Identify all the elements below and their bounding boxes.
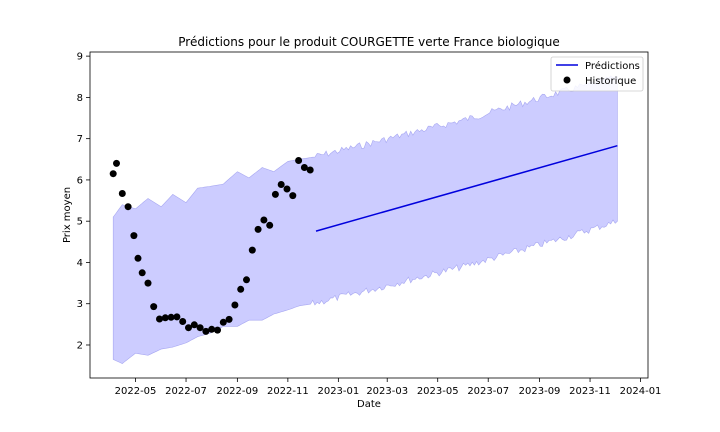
history-point xyxy=(173,313,181,321)
history-point xyxy=(283,185,291,193)
chart-title: Prédictions pour le produit COURGETTE ve… xyxy=(178,35,559,49)
plot-area xyxy=(109,75,618,364)
history-point xyxy=(219,318,227,326)
history-point xyxy=(277,181,285,188)
x-tick-label: 2022-11 xyxy=(267,386,309,397)
y-tick-label: 9 xyxy=(77,52,83,63)
history-point xyxy=(260,216,268,224)
y-tick-label: 6 xyxy=(77,175,83,186)
history-point xyxy=(179,318,187,325)
y-tick-label: 8 xyxy=(77,93,83,104)
x-tick-label: 2023-01 xyxy=(317,386,359,397)
history-point xyxy=(138,269,146,277)
prediction-line xyxy=(315,144,618,232)
history-point xyxy=(190,321,198,329)
history-point xyxy=(144,279,152,287)
x-tick-label: 2023-05 xyxy=(417,386,459,397)
y-tick-label: 4 xyxy=(77,258,83,269)
history-point xyxy=(295,157,303,164)
history-point xyxy=(300,164,308,171)
history-point xyxy=(237,285,245,293)
x-tick-label: 2022-07 xyxy=(165,386,207,397)
history-point xyxy=(271,190,279,198)
history-point xyxy=(118,190,126,197)
x-tick-label: 2022-09 xyxy=(216,386,258,397)
history-point xyxy=(248,246,256,254)
history-point xyxy=(196,324,204,332)
history-point xyxy=(185,324,192,332)
x-tick-label: 2023-07 xyxy=(467,386,509,397)
history-point xyxy=(266,221,274,229)
history-point xyxy=(167,313,175,321)
x-tick-label: 2023-09 xyxy=(519,386,561,397)
history-point xyxy=(306,166,314,174)
legend-prediction-label: Prédictions xyxy=(585,60,640,72)
history-point xyxy=(124,203,132,211)
history-point xyxy=(243,276,250,284)
legend-history-label: Historique xyxy=(585,76,636,87)
history-point xyxy=(254,225,262,233)
y-tick-label: 5 xyxy=(77,217,83,228)
history-point xyxy=(225,315,233,323)
x-axis-label: Date xyxy=(357,399,381,410)
history-point xyxy=(208,325,216,333)
history-point xyxy=(289,192,297,200)
y-tick-label: 7 xyxy=(77,134,83,145)
history-point xyxy=(202,327,210,335)
y-axis-label: Prix moyen xyxy=(62,187,73,243)
y-axis-ticks: 2 3 4 5 6 7 8 9 xyxy=(77,52,90,351)
legend-history-swatch xyxy=(563,76,571,84)
history-point xyxy=(161,314,169,322)
legend: Prédictions Historique xyxy=(550,56,644,92)
x-axis-ticks: 2022-05 2022-07 2022-09 2022-11 2023-01 2023-… xyxy=(115,378,662,397)
history-point xyxy=(150,303,158,311)
history-point xyxy=(134,254,142,262)
plot-frame xyxy=(89,51,649,379)
x-tick-label: 2023-03 xyxy=(366,386,408,397)
history-point xyxy=(156,315,163,323)
y-tick-label: 3 xyxy=(77,299,83,310)
history-point xyxy=(109,170,117,178)
history-point xyxy=(214,326,221,334)
history-point xyxy=(113,159,120,167)
x-tick-label: 2023-11 xyxy=(569,386,611,397)
y-tick-label: 2 xyxy=(77,340,83,351)
history-points xyxy=(109,157,314,335)
history-point xyxy=(231,301,239,309)
x-tick-label: 2022-05 xyxy=(115,386,157,397)
history-point xyxy=(130,232,138,240)
x-tick-label: 2024-01 xyxy=(620,386,662,397)
